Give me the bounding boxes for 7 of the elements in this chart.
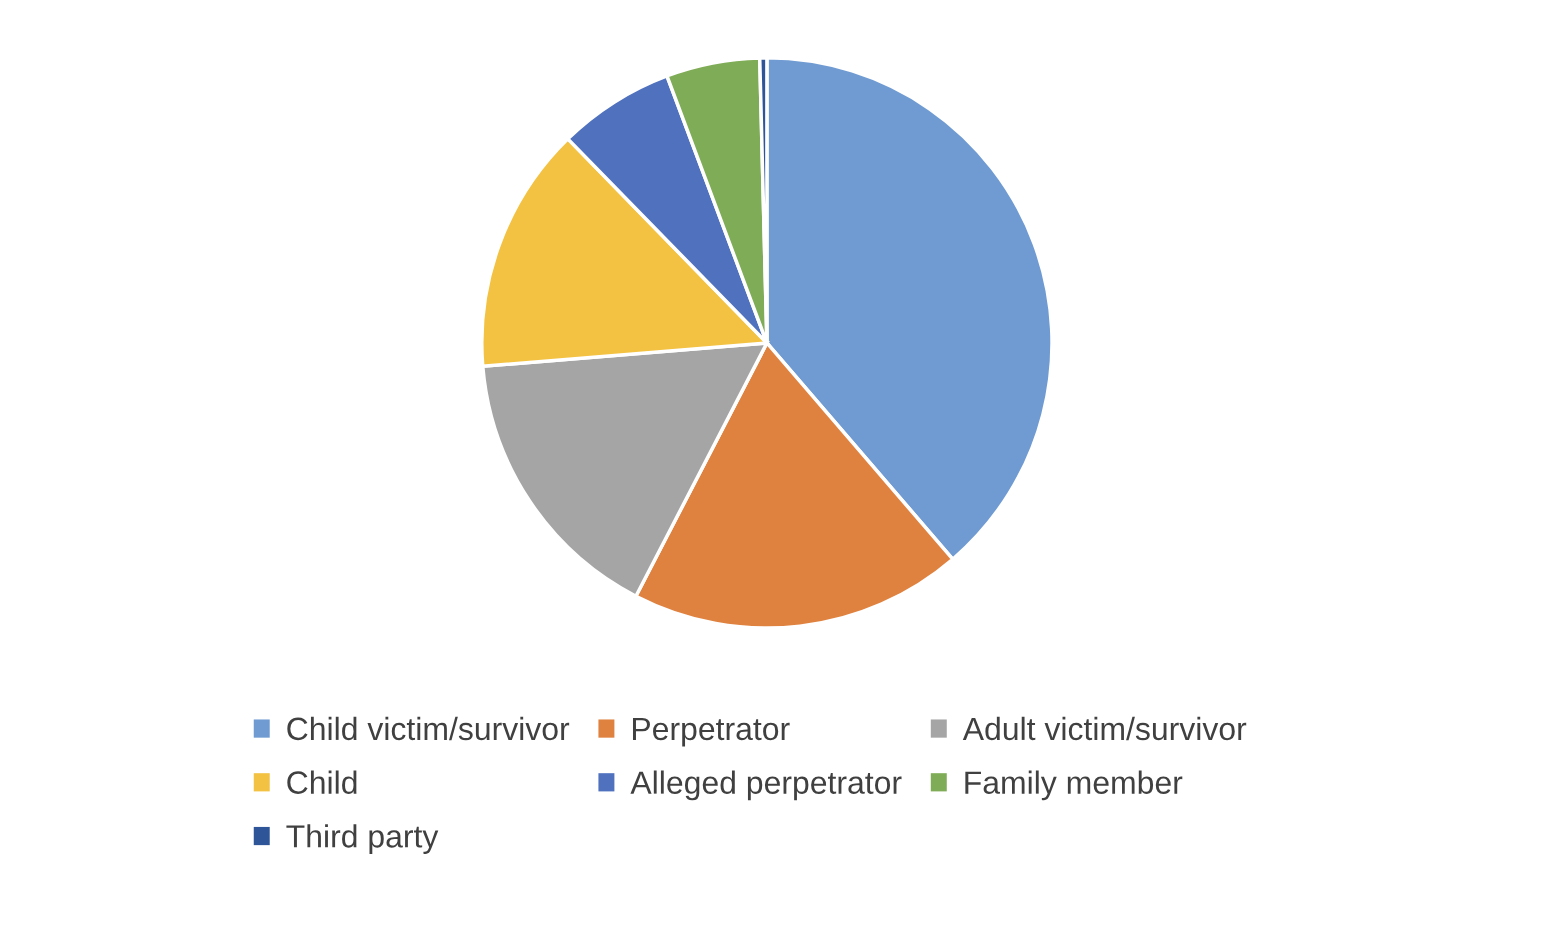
legend-label: Adult victim/survivor [962, 716, 1247, 741]
legend-label: Child [287, 770, 357, 794]
legend-label: Alleged perpetrator [630, 770, 902, 801]
legend-label: Perpetrator [632, 717, 790, 747]
legend-label: Child victim/survivor [287, 716, 570, 741]
legend-label: Third party [286, 824, 439, 854]
legend-label: Family member [965, 770, 1183, 801]
